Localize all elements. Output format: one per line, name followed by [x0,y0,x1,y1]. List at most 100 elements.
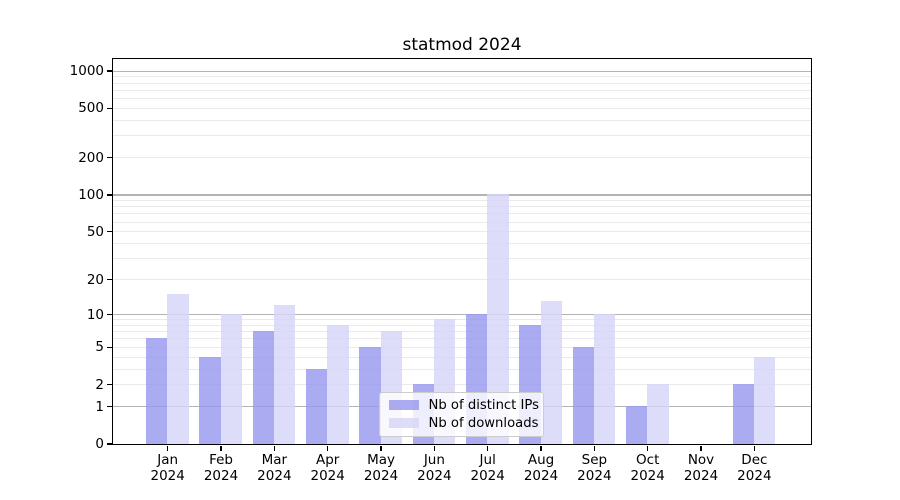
gridline-minor [113,107,811,109]
bar-downloads [220,314,242,444]
x-tick-year: 2024 [577,467,612,484]
x-tick-label: Feb 2024 [193,452,249,484]
x-tick-mark [326,445,329,451]
x-tick-month: Apr [316,452,340,468]
x-tick-year: 2024 [310,467,345,484]
bar-downloads [273,305,296,444]
bar-downloads [593,314,616,444]
x-tick-year: 2024 [150,467,185,484]
x-tick-label: Jun 2024 [406,452,462,484]
x-tick-mark [700,445,702,451]
gridline-minor [113,157,811,159]
x-tick-month: Mar [261,452,288,468]
bar-distinct-ips [305,368,328,444]
gridline-minor [113,331,811,333]
y-tick-mark [106,156,113,159]
x-tick-label: Mar 2024 [246,452,302,484]
x-tick-year: 2024 [523,467,559,484]
bar-downloads [647,384,669,444]
gridline-minor [113,213,811,215]
chart-title: statmod 2024 [402,35,522,55]
x-tick-label: Sep 2024 [566,452,622,484]
x-tick-month: Sep [581,452,608,468]
y-tick-mark [106,313,113,316]
x-tick-month: Oct [636,452,660,468]
x-tick-label: Jul 2024 [460,452,516,484]
gridline-minor [113,356,811,358]
x-tick-year: 2024 [630,467,665,484]
x-tick-month: Aug [527,452,555,468]
y-tick-mark [106,278,113,281]
bar-downloads [753,356,776,444]
x-tick-label: Aug 2024 [513,452,569,484]
y-tick-label: 0 [95,436,104,452]
bar-distinct-ips [252,331,274,444]
bar-downloads [540,301,562,444]
x-tick-label: Oct 2024 [620,452,676,484]
gridline-minor [113,243,811,244]
x-tick-month: Jul [479,452,496,468]
x-tick-mark [540,445,542,451]
x-tick-label: Nov 2024 [673,452,729,484]
gridline-minor [113,135,811,137]
x-tick-mark [433,445,436,451]
gridline-minor [113,89,811,91]
x-tick-month: Jan [157,452,179,468]
bar-distinct-ips [145,338,168,444]
legend-swatch-distinct-ips [388,399,419,411]
bar-downloads [167,293,189,444]
y-tick-label: 1000 [69,63,104,79]
gridline-minor [113,258,811,260]
x-tick-year: 2024 [203,467,239,484]
x-tick-year: 2024 [470,467,505,484]
y-tick-mark [106,443,113,445]
x-tick-year: 2024 [257,467,292,484]
y-tick-label: 5 [95,339,104,356]
bar-distinct-ips [572,346,594,444]
gridline-major [113,314,811,316]
y-tick-mark [106,230,113,233]
x-tick-label: Jan 2024 [140,452,196,484]
legend-label-distinct-ips: Nb of distinct IPs [428,397,540,413]
y-tick-label: 1 [95,398,104,415]
gridline-minor [113,231,811,233]
plot-area: Nb of distinct IPs Nb of downloads [112,57,812,445]
gridline-minor [113,199,811,201]
bar-distinct-ips [732,384,754,444]
gridline-minor [113,368,811,370]
legend-row-downloads: Nb of downloads [388,416,538,431]
x-tick-month: May [367,452,395,468]
x-tick-mark [380,445,382,451]
x-tick-mark [753,445,756,451]
gridline-minor [113,384,811,386]
y-tick-label: 10 [86,306,104,323]
x-tick-mark [646,445,649,451]
legend-row-distinct-ips: Nb of distinct IPs [388,398,539,413]
x-tick-year: 2024 [363,467,399,484]
x-tick-mark [166,445,169,451]
y-tick-label: 100 [78,186,104,203]
legend-swatch-downloads [388,417,419,429]
x-tick-mark [273,445,276,451]
bar-distinct-ips [625,406,648,444]
legend-label-downloads: Nb of downloads [428,415,539,431]
y-tick-label: 500 [78,100,104,117]
gridline-minor [113,338,811,340]
y-tick-mark [106,346,113,348]
x-tick-year: 2024 [417,467,452,484]
x-tick-month: Feb [209,452,233,468]
x-tick-month: Dec [741,452,768,468]
bar-distinct-ips [359,346,381,444]
y-tick-label: 20 [86,271,104,288]
gridline-minor [113,98,811,100]
y-tick-mark [106,70,113,72]
y-tick-mark [106,194,113,196]
x-tick-year: 2024 [683,467,719,484]
gridline-minor [113,206,811,208]
bar-downloads [327,324,349,444]
gridline-major [113,70,811,72]
legend: Nb of distinct IPs Nb of downloads [378,391,544,437]
x-tick-label: May 2024 [353,452,409,484]
bar-downloads [487,194,509,444]
